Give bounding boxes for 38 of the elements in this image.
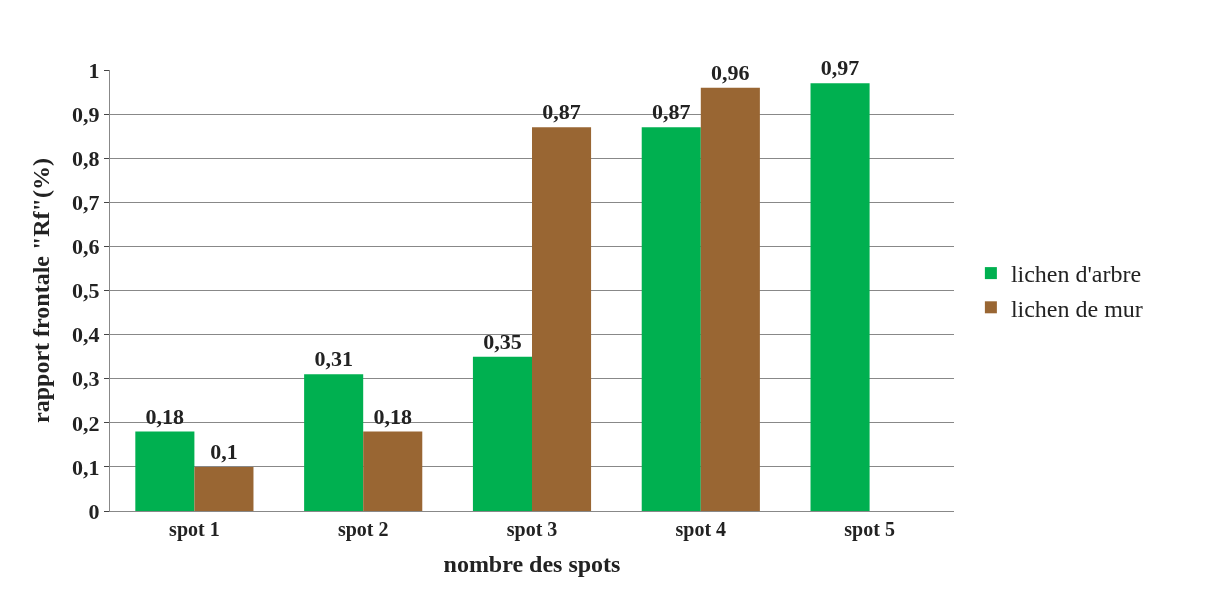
data-label: 0,1 [210,438,238,464]
data-label: 0,97 [820,55,860,81]
data-label: 0,31 [314,346,353,372]
y-tick-label: 0,3 [72,366,100,392]
y-axis-title: rapport frontale "Rf"(%) [28,158,55,423]
y-tick-label: 0,9 [72,101,100,127]
data-label: 0,35 [483,328,522,354]
y-tick-label: 0,5 [72,278,100,304]
bar [700,87,760,511]
legend-label: lichen de mur [1010,295,1143,322]
data-label: 0,18 [145,403,185,429]
data-label: 0,96 [711,59,750,85]
bar [363,431,423,511]
x-tick-label: spot 5 [844,518,895,541]
x-tick-label: spot 4 [675,518,727,541]
data-label: 0,87 [652,99,691,125]
y-tick-label: 0,2 [72,410,100,436]
bar [472,356,532,511]
x-tick-label: spot 3 [506,518,558,541]
y-tick-label: 0,7 [72,190,100,215]
bar [810,83,870,511]
y-tick-label: 0,8 [72,145,100,171]
x-axis-title: nombre des spots [443,551,621,578]
y-tick-label: 0,1 [72,454,100,480]
bar [194,466,254,511]
y-tick-label: 0 [88,498,100,524]
bar [532,127,592,511]
bar [304,374,364,511]
x-tick-label: spot 2 [337,518,389,541]
y-tick-label: 0,6 [72,234,100,260]
legend-label: lichen d'arbre [1010,261,1142,288]
x-tick-label: spot 1 [169,518,220,541]
bar [135,431,195,511]
bar [641,127,701,511]
data-label: 0,87 [542,99,581,125]
y-tick-label: 0,4 [72,322,100,348]
y-tick-label: 1 [88,57,100,83]
data-label: 0,18 [373,403,412,429]
